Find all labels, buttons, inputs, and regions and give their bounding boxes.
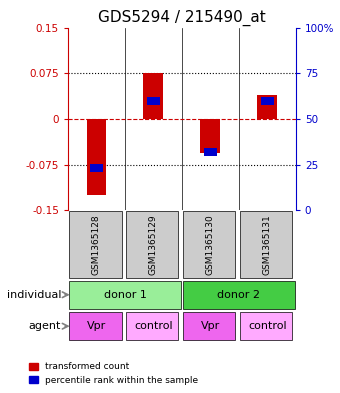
Text: donor 1: donor 1 — [103, 290, 147, 300]
FancyBboxPatch shape — [183, 281, 295, 309]
Text: donor 2: donor 2 — [217, 290, 260, 300]
Bar — [257, 95, 277, 119]
FancyBboxPatch shape — [69, 211, 121, 278]
Text: control: control — [248, 321, 287, 331]
Text: GSM1365131: GSM1365131 — [263, 214, 272, 275]
FancyBboxPatch shape — [126, 312, 178, 340]
Text: individual: individual — [7, 290, 61, 300]
Legend: transformed count, percentile rank within the sample: transformed count, percentile rank withi… — [25, 359, 202, 389]
Bar — [147, 97, 160, 105]
Text: agent: agent — [29, 321, 61, 331]
Bar — [86, 119, 106, 195]
Text: GSM1365128: GSM1365128 — [92, 215, 101, 275]
Text: control: control — [134, 321, 173, 331]
Bar — [143, 73, 164, 119]
FancyBboxPatch shape — [126, 211, 178, 278]
FancyBboxPatch shape — [183, 312, 235, 340]
FancyBboxPatch shape — [69, 281, 181, 309]
Bar — [204, 148, 217, 156]
Bar — [200, 119, 220, 152]
FancyBboxPatch shape — [240, 312, 292, 340]
Text: Vpr: Vpr — [201, 321, 220, 331]
FancyBboxPatch shape — [183, 211, 235, 278]
Title: GDS5294 / 215490_at: GDS5294 / 215490_at — [98, 10, 266, 26]
Text: GSM1365130: GSM1365130 — [206, 214, 215, 275]
Bar — [90, 164, 103, 172]
Bar — [261, 97, 274, 105]
Text: Vpr: Vpr — [87, 321, 106, 331]
FancyBboxPatch shape — [240, 211, 292, 278]
Text: GSM1365129: GSM1365129 — [149, 215, 158, 275]
FancyBboxPatch shape — [69, 312, 121, 340]
